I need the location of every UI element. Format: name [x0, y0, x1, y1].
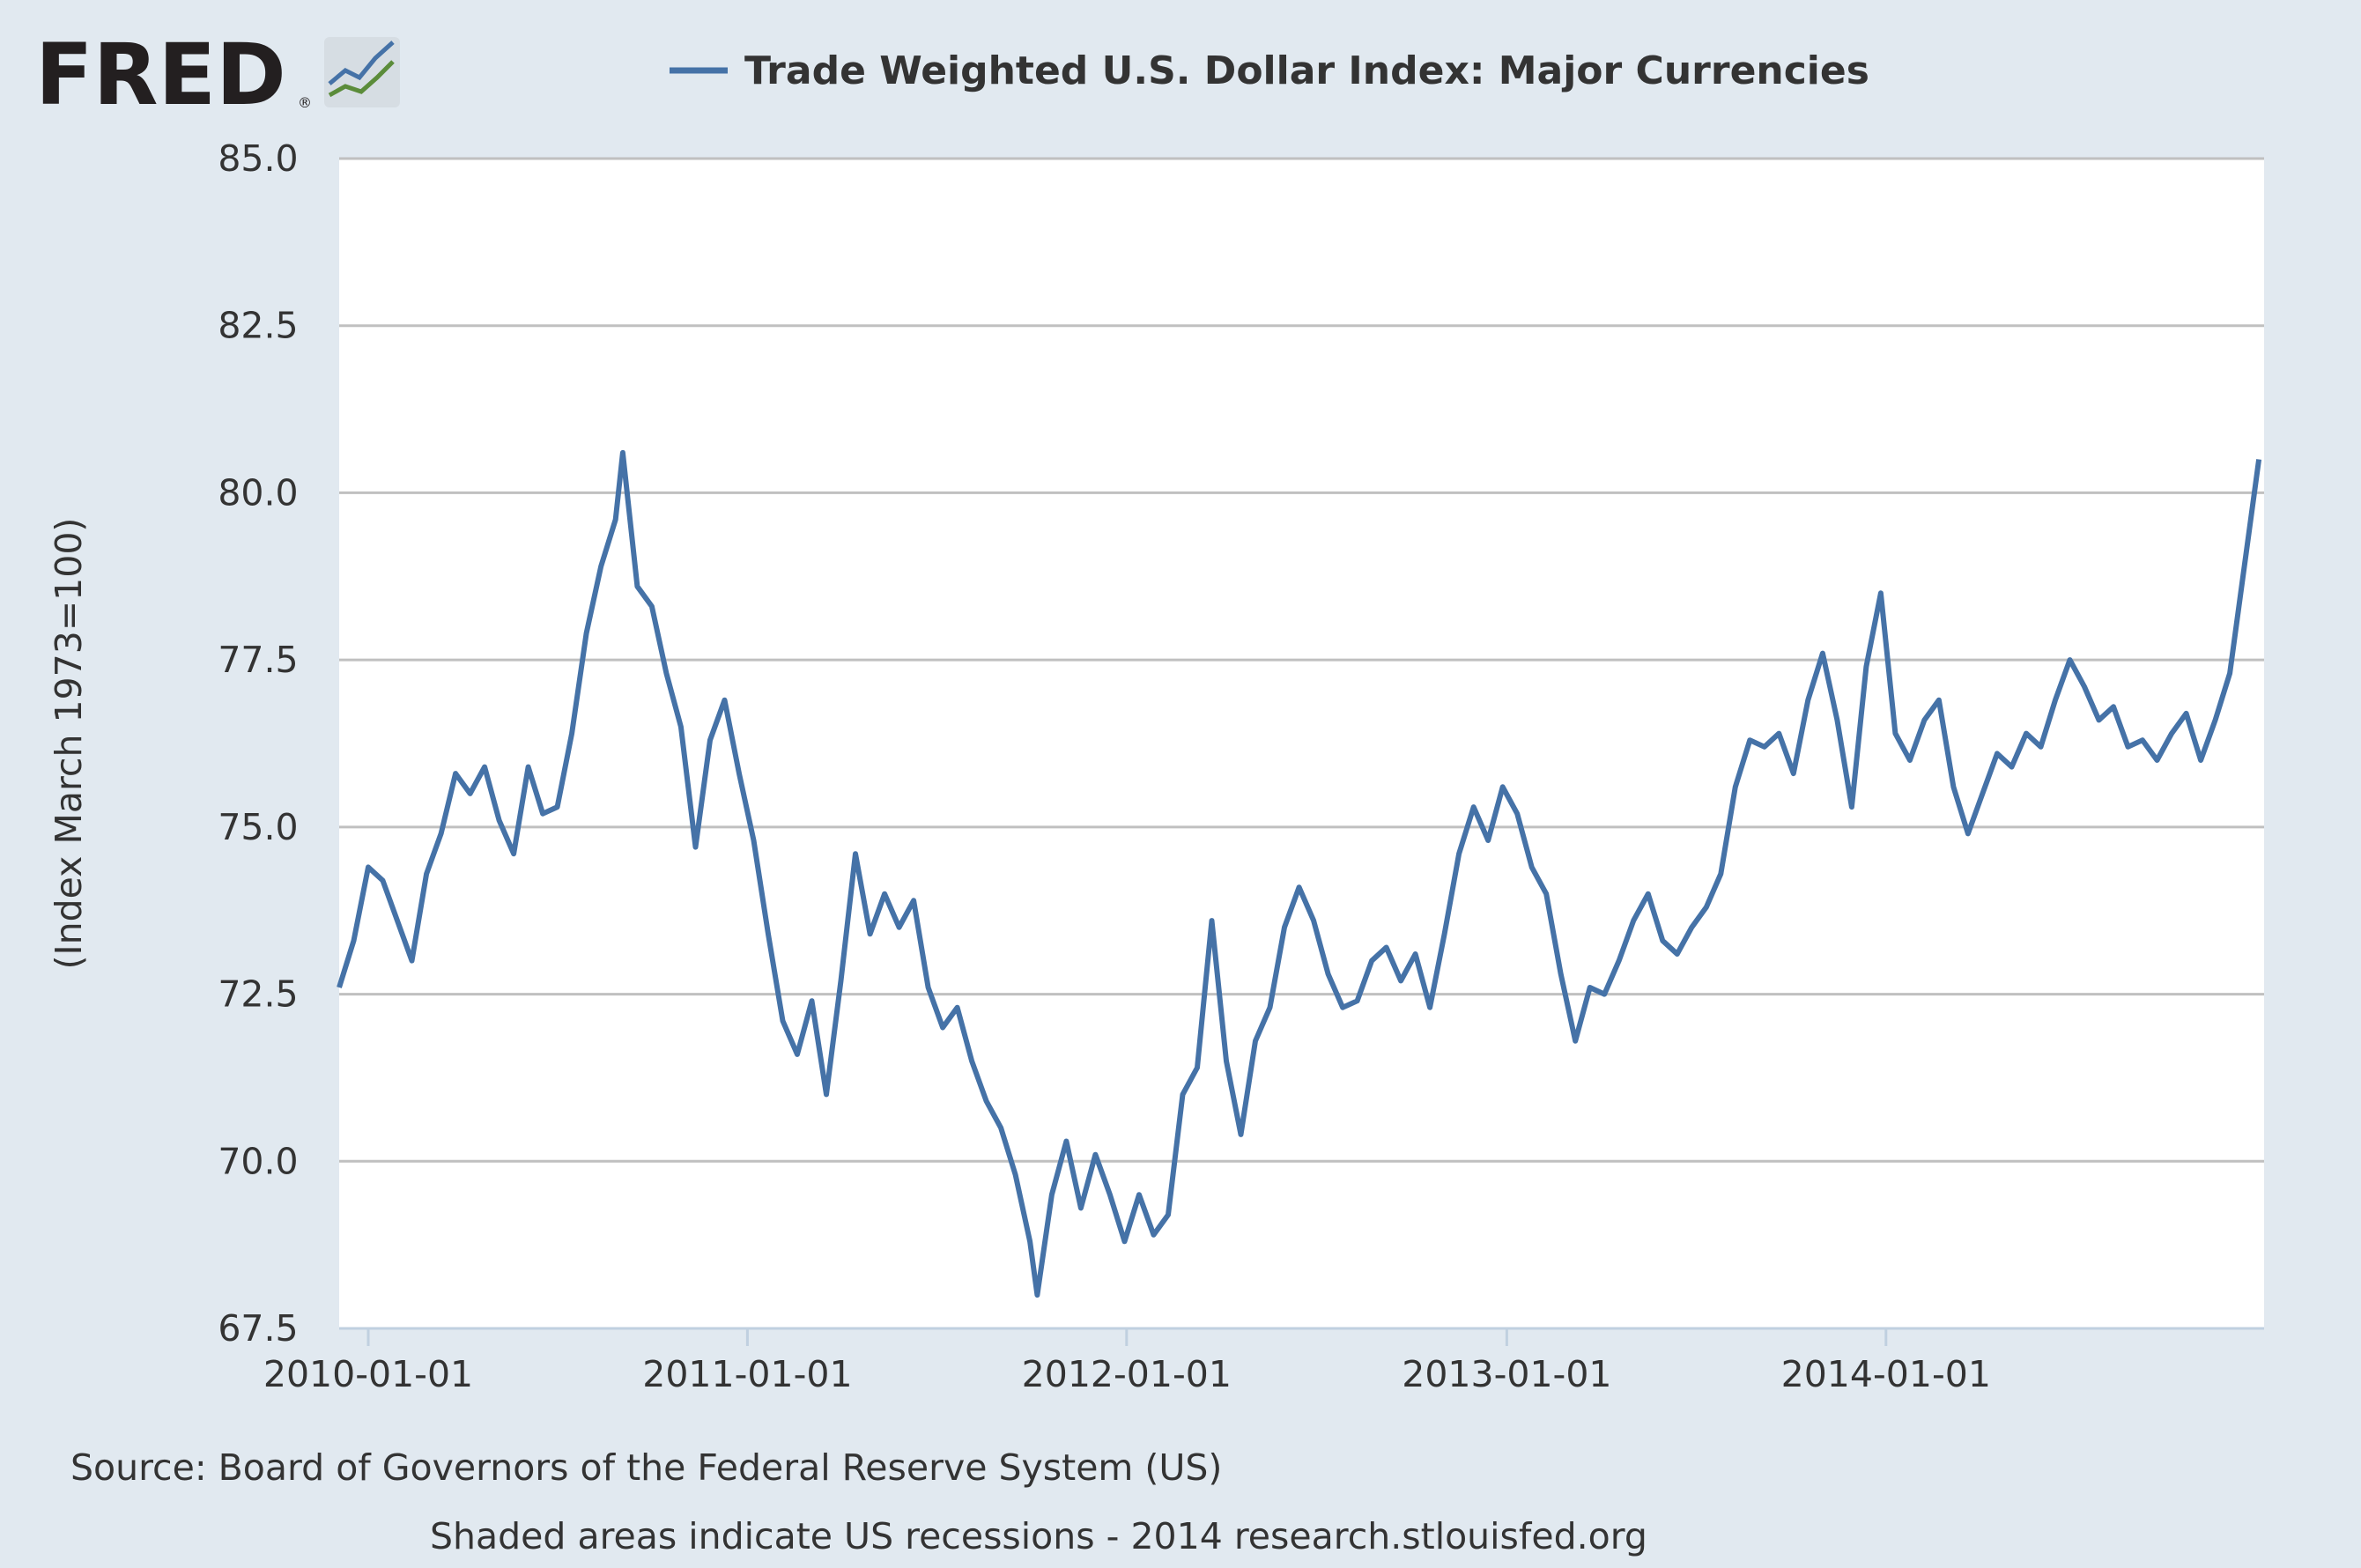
series-line	[337, 449, 2262, 1298]
x-tick-label: 2013-01-01	[1402, 1353, 1611, 1395]
x-tick-label: 2010-01-01	[263, 1353, 473, 1395]
y-tick-label: 77.5	[218, 639, 298, 681]
x-tick-label: 2011-01-01	[642, 1353, 852, 1395]
source-text: Source: Board of Governors of the Federa…	[70, 1446, 1222, 1489]
y-tick-label: 72.5	[218, 973, 298, 1016]
y-tick-label: 80.0	[218, 471, 298, 514]
fred-logo: FRED ®	[35, 26, 400, 124]
y-tick-label: 85.0	[218, 137, 298, 180]
recession-note: Shaded areas indicate US recessions - 20…	[430, 1515, 1647, 1557]
y-tick-label: 67.5	[218, 1307, 298, 1350]
y-tick-label: 70.0	[218, 1140, 298, 1182]
legend: Trade Weighted U.S. Dollar Index: Major …	[670, 48, 1869, 93]
y-axis-title: (Index March 1973=100)	[48, 518, 90, 970]
y-axis: 67.5 70.0 72.5 75.0 77.5 80.0 82.5 85.0	[218, 137, 298, 1350]
trend-chart-icon	[324, 37, 400, 107]
fred-logo-text: FRED	[35, 26, 286, 124]
legend-label: Trade Weighted U.S. Dollar Index: Major …	[744, 48, 1869, 93]
y-tick-label: 82.5	[218, 305, 298, 347]
x-tick-label: 2012-01-01	[1022, 1353, 1232, 1395]
y-tick-label: 75.0	[218, 806, 298, 848]
registered-mark: ®	[298, 94, 312, 111]
x-tick-label: 2014-01-01	[1781, 1353, 1991, 1395]
plot-area	[339, 159, 2264, 1328]
x-axis: 2010-01-01 2011-01-01 2012-01-01 2013-01-01…	[263, 1327, 2264, 1395]
